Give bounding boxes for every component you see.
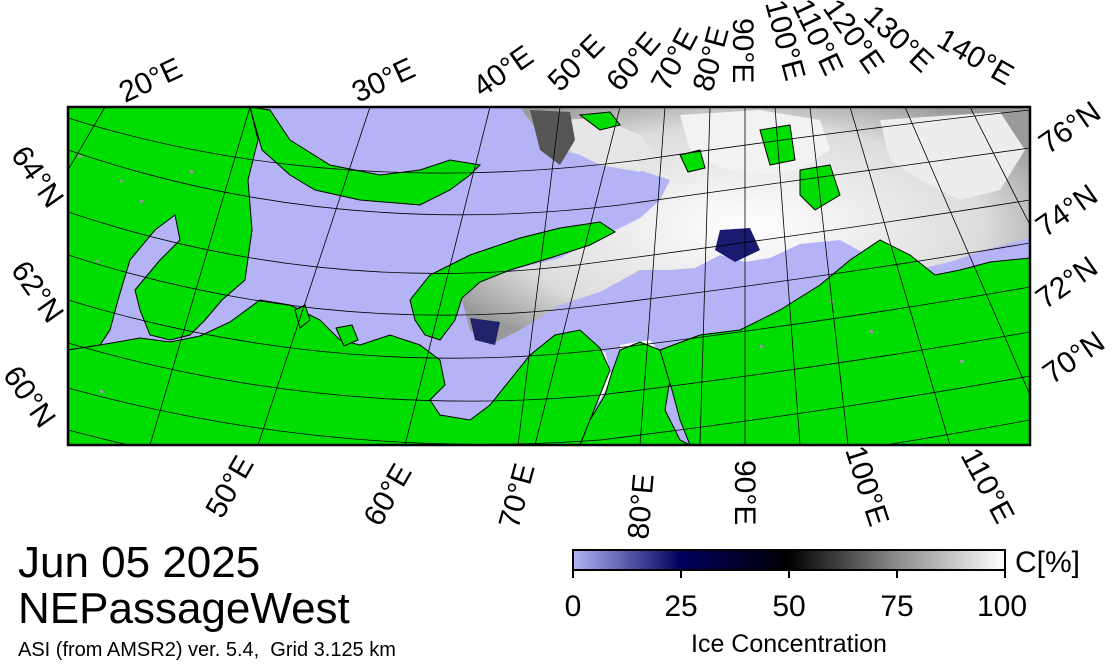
map-date: Jun 05 2025 [18,538,261,587]
colorbar-tick-label: 75 [880,590,914,623]
colorbar-tick-label: 100 [976,590,1028,623]
left-lat-label: 62°N [4,255,69,329]
top-lon-label: 20°E [114,52,187,110]
bottom-lon-label: 60°E [357,458,418,531]
right-latitude-labels: 76°N 74°N 72°N 70°N [1030,95,1111,390]
right-lat-label: 70°N [1037,325,1111,390]
region-name: NEPassageWest [18,584,350,633]
colorbar-unit: C[%] [1015,546,1081,579]
left-lat-label: 64°N [4,140,69,214]
bottom-lon-label: 110°E [954,443,1021,529]
colorbar-tick-label: 50 [772,590,806,623]
bottom-lon-label: 50°E [199,450,260,523]
top-longitude-labels: 20°E 30°E 40°E 50°E 60°E 70°E 80°E 90°E … [114,0,1019,109]
top-lon-label: 50°E [542,28,612,98]
colorbar [572,549,1006,578]
colorbar-title: Ice Concentration [691,630,887,658]
bottom-lon-label: 100°E [838,442,895,530]
top-lon-label: 140°E [932,22,1020,92]
colorbar-gradient [572,549,1006,571]
product-info: ASI (from AMSR2) ver. 5.4, Grid 3.125 km [18,639,396,661]
right-lat-label: 76°N [1033,95,1107,160]
left-latitude-labels: 64°N 62°N 60°N [0,140,70,434]
colorbar-tick-label: 0 [564,590,582,623]
map-frame [66,105,1032,447]
top-lon-label: 90°E [726,18,759,83]
left-lat-label: 60°N [0,360,62,434]
bottom-lon-label: 90°E [728,460,761,525]
bottom-longitude-labels: 50°E 60°E 70°E 80°E 90°E 100°E 110°E [199,442,1020,541]
bottom-lon-label: 80°E [622,473,661,541]
top-lon-label: 30°E [347,52,420,110]
right-lat-label: 74°N [1030,178,1104,243]
bottom-lon-label: 70°E [493,460,542,532]
top-lon-label: 40°E [467,39,539,104]
colorbar-tick-label: 25 [664,590,698,623]
right-lat-label: 72°N [1030,250,1104,315]
land-area [68,107,1030,445]
